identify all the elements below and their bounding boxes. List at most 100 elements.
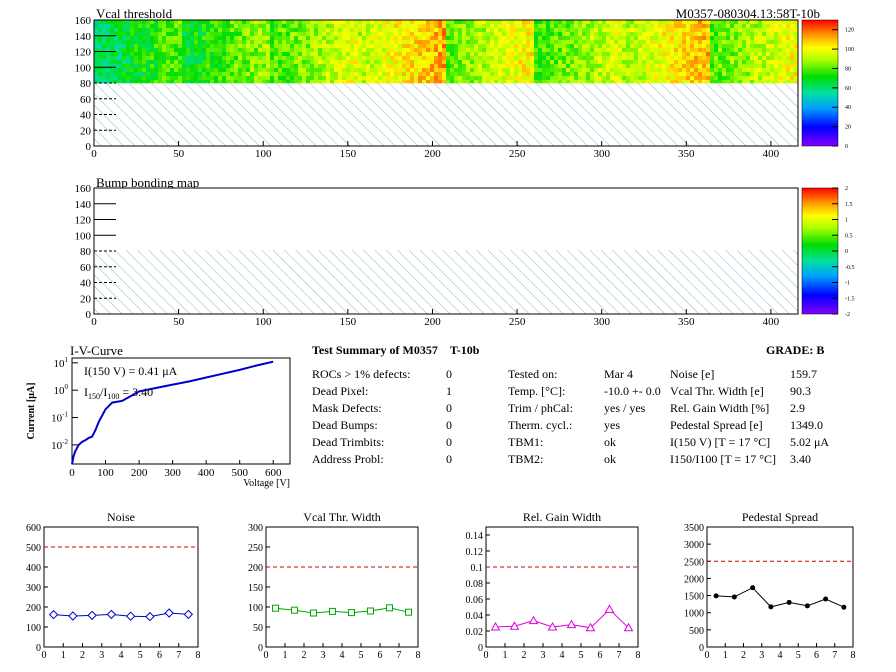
heatmap-cell [338,20,343,25]
heatmap-cell [250,60,255,65]
heatmap-cell [270,36,275,41]
x-tick-label: 5 [359,650,364,661]
heatmap-cell [382,80,387,84]
heatmap-cell [734,60,739,65]
heatmap-cell [270,60,275,65]
heatmap-cell [790,80,795,84]
heatmap-cell [666,68,671,73]
heatmap-cell [514,80,519,84]
heatmap-cell [370,28,375,33]
heatmap-cell [222,36,227,41]
heatmap-cell [138,28,143,33]
heatmap-cell [738,20,743,25]
heatmap-cell [698,68,703,73]
heatmap-cell [742,72,747,77]
heatmap-cell [406,40,411,45]
heatmap-cell [766,48,771,53]
heatmap-cell [794,68,799,73]
heatmap-cell [238,24,243,29]
heatmap-cell [734,56,739,61]
heatmap-cell [394,60,399,65]
heatmap-cell [226,28,231,33]
heatmap-cell [534,32,539,37]
heatmap-cell [162,68,167,73]
heatmap-cell [702,28,707,33]
heatmap-cell [530,20,535,25]
heatmap-cell [618,72,623,77]
heatmap-cell [510,32,515,37]
heatmap-cell [194,72,199,77]
heatmap-cell [450,20,455,25]
heatmap-cell [286,76,291,81]
summary-defects: ROCs > 1% defects: 0 Dead Pixel: 1 Mask Defe… [312,366,462,468]
heatmap-cell [246,32,251,37]
heatmap-cell [642,76,647,81]
heatmap-cell [774,52,779,57]
heatmap-cell [582,80,587,84]
heatmap-cell [554,52,559,57]
heatmap-cell [362,32,367,37]
heatmap-cell [322,32,327,37]
heatmap-cell [722,20,727,25]
heatmap-cell [274,80,279,84]
heatmap-cell [106,28,111,33]
heatmap-cell [162,76,167,81]
heatmap-cell [566,32,571,37]
x-tick-label: 350 [678,148,695,160]
heatmap-cell [742,56,747,61]
heatmap-cell [790,28,795,33]
heatmap-cell [462,20,467,25]
heatmap-cell [462,48,467,53]
heatmap-cell [446,48,451,53]
heatmap-cell [486,32,491,37]
heatmap-cell [714,44,719,49]
heatmap-cell [698,36,703,41]
heatmap-cell [338,24,343,29]
heatmap-cell [222,68,227,73]
heatmap-cell [326,60,331,65]
heatmap-cell [150,36,155,41]
heatmap-cell [374,60,379,65]
heatmap-cell [98,24,103,29]
heatmap-cell [206,44,211,49]
heatmap-cell [490,60,495,65]
heatmap-cell [118,52,123,57]
heatmap-cell [394,64,399,69]
heatmap-cell [426,64,431,69]
y-tick-label: 50 [253,623,263,634]
x-tick-label: 5 [796,650,801,661]
iv-y-tick-label: 10-1 [51,411,68,425]
heatmap-cell [678,20,683,25]
heatmap-cell [434,48,439,53]
heatmap-cell [274,56,279,61]
heatmap-cell [298,48,303,53]
heatmap-cell [622,20,627,25]
heatmap-cell [774,76,779,81]
heatmap-cell [366,20,371,25]
heatmap-cell [242,24,247,29]
heatmap-cell [650,68,655,73]
heatmap-cell [722,80,727,84]
heatmap-cell [146,44,151,49]
heatmap-cell [574,48,579,53]
heatmap-cell [282,44,287,49]
heatmap-cell [734,52,739,57]
heatmap-cell [114,40,119,45]
heatmap-cell [202,60,207,65]
heatmap-cell [474,76,479,81]
heatmap-cell [638,52,643,57]
heatmap-cell [402,28,407,33]
heatmap-cell [370,64,375,69]
heatmap-cell [542,60,547,65]
heatmap-cell [146,24,151,29]
iv-y-tick-label: 100 [54,383,69,397]
heatmap-cell [622,60,627,65]
heatmap-cell [426,40,431,45]
heatmap-cell [166,52,171,57]
heatmap-cell [234,80,239,84]
heatmap-cell [334,36,339,41]
heatmap-cell [238,64,243,69]
heatmap-cell [274,20,279,25]
heatmap-cell [474,44,479,49]
heatmap-cell [418,80,423,84]
